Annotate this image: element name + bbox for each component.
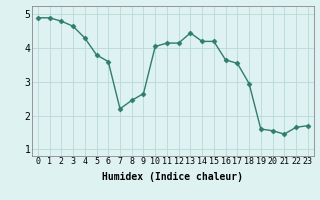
- X-axis label: Humidex (Indice chaleur): Humidex (Indice chaleur): [102, 172, 243, 182]
